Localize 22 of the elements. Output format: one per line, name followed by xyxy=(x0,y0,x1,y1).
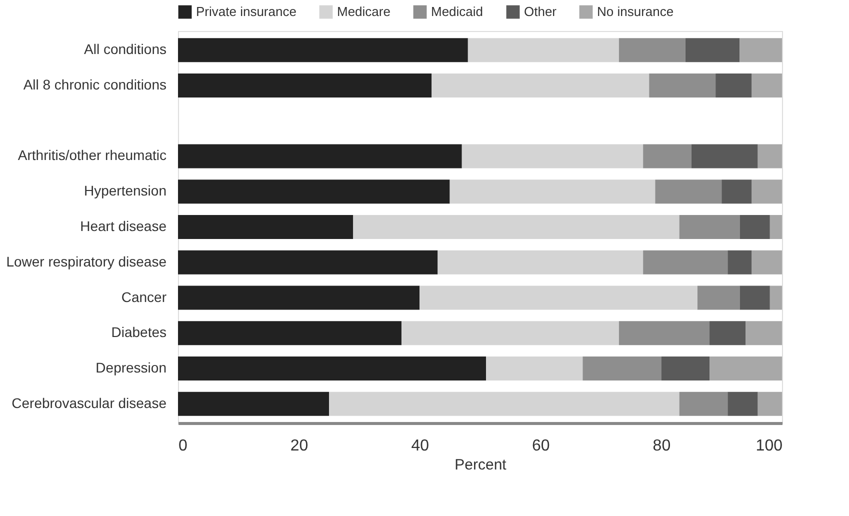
legend-label: Private insurance xyxy=(196,4,296,19)
x-tick-label: 0 xyxy=(178,438,188,454)
y-tick-label: Hypertension xyxy=(84,182,166,199)
x-axis-title: Percent xyxy=(454,456,508,474)
legend-label: Other xyxy=(524,4,558,19)
y-tick-label: Cancer xyxy=(121,288,167,305)
x-tick-label: 60 xyxy=(532,438,550,454)
y-tick-label: All conditions xyxy=(84,41,166,58)
x-tick-label: 20 xyxy=(290,438,308,454)
y-tick-label: Arthritis/other rheumatic xyxy=(18,147,166,164)
x-tick-label: 100 xyxy=(756,438,783,454)
legend-label: Medicare xyxy=(337,4,390,19)
y-tick-label: Heart disease xyxy=(80,218,167,234)
y-tick-label: Diabetes xyxy=(111,324,166,340)
y-tick-label: Lower respiratory disease xyxy=(6,253,167,270)
y-tick-label: Depression xyxy=(96,360,166,376)
legend-label: Medicaid xyxy=(431,4,484,19)
x-tick-label: 80 xyxy=(652,438,671,454)
legend-label: No insurance xyxy=(597,4,674,19)
y-tick-label: Cerebrovascular disease xyxy=(12,394,167,411)
y-tick-label: All 8 chronic conditions xyxy=(23,76,166,92)
x-tick-label: 40 xyxy=(411,438,430,454)
